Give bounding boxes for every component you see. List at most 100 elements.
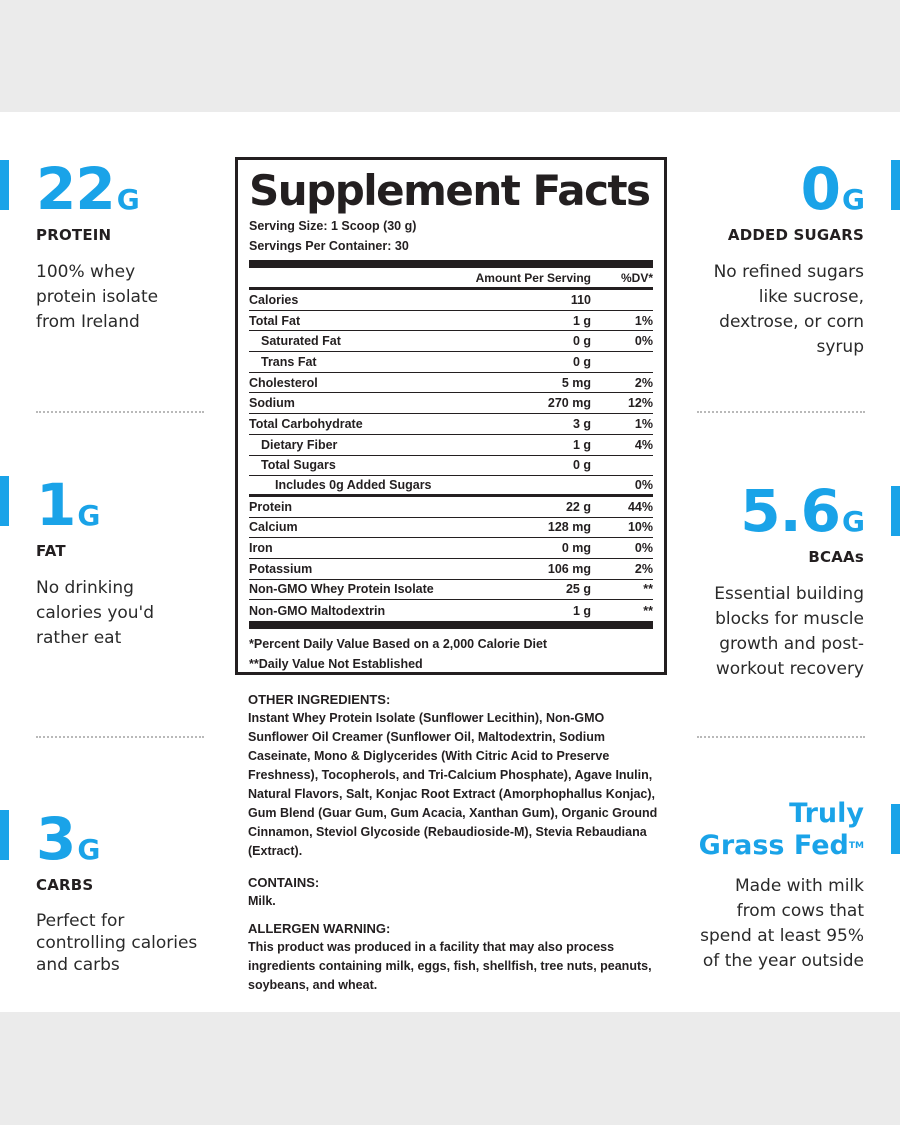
facts-row: Calories 110 — [249, 290, 653, 311]
nutrient-dv: 2% — [634, 561, 653, 576]
facts-row: Total Fat 1 g 1% — [249, 311, 653, 332]
nutrient-name: Non-GMO Whey Protein Isolate — [249, 582, 434, 597]
accent-bar-left-2 — [0, 476, 9, 526]
accent-bar-right-1 — [891, 160, 900, 210]
nutrient-dv: ** — [643, 582, 653, 597]
stat-value: 1G — [36, 471, 100, 539]
stat-description: Essential building blocks for muscle growt… — [714, 584, 864, 679]
nutrient-amount: 0 g — [572, 458, 591, 473]
nutrient-amount: 1 g — [572, 603, 591, 618]
other-ingredients-title: OTHER INGREDIENTS: — [248, 692, 391, 707]
stat-fat: 1G FAT No drinking calories you'd rather e… — [36, 476, 226, 651]
facts-row: Saturated Fat 0 g 0% — [249, 331, 653, 353]
nutrient-amount: 106 mg — [547, 561, 591, 576]
stat-label: FAT — [36, 542, 66, 560]
nutrient-amount: 22 g — [565, 499, 591, 514]
footnote-not-established: **Daily Value Not Established — [249, 657, 423, 671]
dv-header: %DV* — [620, 270, 653, 285]
nutrient-dv: 44% — [627, 499, 653, 514]
nutrient-name: Calories — [249, 292, 299, 307]
divider — [697, 736, 865, 738]
stat-bcaas: 5.6G BCAAs Essential building blocks for … — [664, 477, 865, 682]
divider — [249, 260, 653, 268]
facts-title: Supplement Facts — [249, 166, 651, 215]
facts-row: Non-GMO Whey Protein Isolate 25 g ** — [249, 580, 653, 601]
trademark-mark: TM — [848, 841, 864, 851]
nutrient-amount: 0 mg — [561, 541, 591, 556]
nutrient-name: Sodium — [249, 396, 295, 411]
contains-text: Milk. — [248, 894, 276, 908]
nutrient-amount: 5 mg — [561, 375, 591, 390]
nutrient-dv: 1% — [634, 313, 653, 328]
stat-description: No drinking calories you'd rather eat — [36, 578, 155, 648]
nutrient-dv: 1% — [634, 416, 653, 431]
nutrient-name: Calcium — [249, 520, 298, 535]
divider — [36, 736, 204, 738]
grass-fed-title: Truly Grass FedTM — [698, 798, 864, 861]
facts-row: Includes 0g Added Sugars 0% — [249, 476, 653, 497]
nutrient-name: Non-GMO Maltodextrin — [249, 603, 386, 618]
stat-grass-fed: Truly Grass FedTM Made with milk from cow… — [664, 798, 864, 974]
stat-label: ADDED SUGARS — [727, 226, 864, 244]
facts-row: Cholesterol 5 mg 2% — [249, 373, 653, 394]
stat-label: CARBS — [36, 876, 94, 894]
allergen-warning-text: This product was produced in a facility … — [248, 940, 652, 992]
nutrient-dv: 12% — [627, 396, 653, 411]
facts-footnotes: *Percent Daily Value Based on a 2,000 Ca… — [249, 621, 653, 674]
facts-row: Dietary Fiber 1 g 4% — [249, 435, 653, 456]
facts-row: Protein 22 g 44% — [249, 497, 653, 518]
other-ingredients-text: Instant Whey Protein Isolate (Sunflower … — [248, 711, 658, 858]
nutrient-dv: 0% — [634, 541, 653, 556]
nutrient-name: Includes 0g Added Sugars — [275, 478, 432, 493]
facts-row: Trans Fat 0 g — [249, 352, 653, 373]
nutrient-amount: 0 g — [572, 354, 591, 369]
facts-row: Calcium 128 mg 10% — [249, 518, 653, 539]
nutrient-name: Total Sugars — [261, 458, 336, 473]
stat-description: No refined sugars like sucrose, dextrose, … — [713, 262, 864, 357]
nutrient-amount: 110 — [570, 292, 591, 307]
nutrient-name: Iron — [249, 541, 273, 556]
facts-header-row: Amount Per Serving %DV* — [249, 268, 653, 290]
allergen-warning-title: ALLERGEN WARNING: — [248, 921, 391, 936]
accent-bar-right-2 — [891, 486, 900, 536]
stat-description: Made with milk from cows that spend at lea… — [700, 876, 864, 971]
supplement-facts-panel: Supplement Facts Serving Size: 1 Scoop (… — [235, 157, 667, 675]
nutrient-amount: 270 mg — [547, 396, 591, 411]
nutrient-name: Protein — [249, 499, 293, 514]
facts-row: Potassium 106 mg 2% — [249, 559, 653, 580]
nutrient-name: Total Carbohydrate — [249, 416, 363, 431]
nutrient-name: Dietary Fiber — [261, 437, 338, 452]
footnote-dv: *Percent Daily Value Based on a 2,000 Ca… — [249, 637, 548, 651]
stat-description: 100% whey protein isolate from Ireland — [36, 262, 159, 332]
nutrient-name: Cholesterol — [249, 375, 318, 390]
nutrient-dv: 10% — [627, 520, 653, 535]
stat-description: Perfect for controlling calories and carbs — [36, 911, 198, 975]
accent-bar-left-3 — [0, 810, 9, 860]
nutrient-amount: 128 mg — [547, 520, 591, 535]
nutrient-dv: 2% — [634, 375, 653, 390]
stat-carbs: 3G CARBS Perfect for controlling calories… — [36, 810, 231, 976]
nutrient-name: Potassium — [249, 561, 313, 576]
stat-value: 0G — [800, 155, 865, 223]
stat-value: 5.6G — [740, 477, 865, 545]
facts-rows: Calories 110 Total Fat 1 g 1% Saturated Fat 0 … — [249, 290, 653, 621]
stat-value: 3G — [36, 805, 100, 873]
divider — [697, 411, 865, 413]
nutrient-dv: 0% — [634, 478, 653, 493]
stat-label: BCAAs — [808, 548, 864, 566]
ingredients-section: OTHER INGREDIENTS: Instant Whey Protein … — [248, 690, 668, 1007]
nutrient-dv: ** — [643, 603, 653, 618]
nutrient-name: Trans Fat — [261, 354, 317, 369]
stat-added-sugars: 0G ADDED SUGARS No refined sugars like su… — [664, 155, 865, 360]
nutrient-amount: 1 g — [572, 313, 591, 328]
serving-size: Serving Size: 1 Scoop (30 g) — [249, 219, 417, 233]
nutrient-amount: 1 g — [572, 437, 591, 452]
stat-label: PROTEIN — [36, 226, 112, 244]
stat-protein: 22G PROTEIN 100% whey protein isolate from… — [36, 160, 226, 335]
facts-row: Total Sugars 0 g — [249, 456, 653, 477]
nutrient-name: Saturated Fat — [261, 334, 341, 349]
contains-title: CONTAINS: — [248, 875, 320, 890]
nutrient-amount: 3 g — [572, 416, 591, 431]
divider — [36, 411, 204, 413]
servings-per-container: Servings Per Container: 30 — [249, 239, 409, 253]
